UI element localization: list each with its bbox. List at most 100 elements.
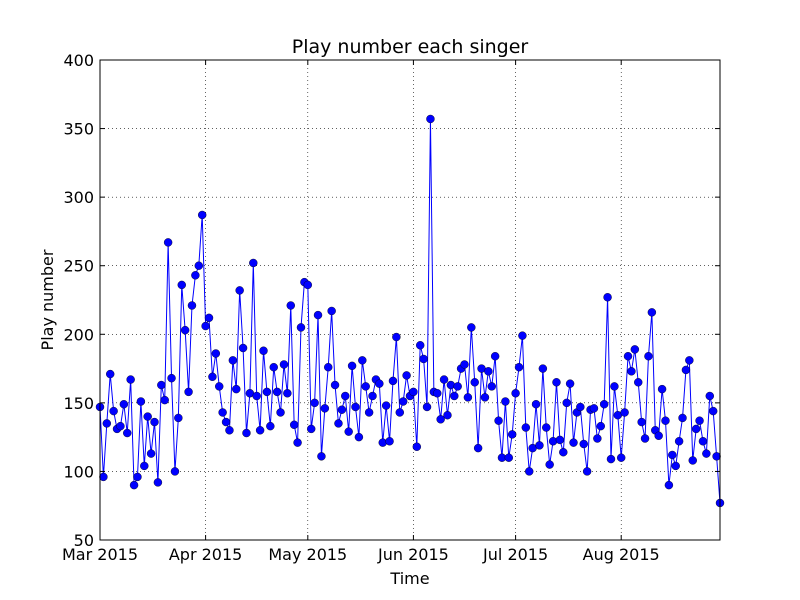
x-tick-label: May 2015 [268,545,347,564]
data-point [238,343,248,353]
plot-frame [99,59,721,541]
data-point [208,372,217,381]
data-point [249,258,258,268]
x-tick-label: Aug 2015 [583,545,660,564]
data-point [313,310,323,320]
y-tick-label: 200 [63,325,94,344]
data-point [140,461,149,471]
data-point [327,306,336,316]
data-point [242,428,251,438]
data-point [218,408,227,417]
data-point [378,438,387,447]
data-point [654,431,663,440]
y-tick-label: 350 [63,120,94,139]
data-point [555,435,565,445]
data-point [504,453,513,462]
data-point [133,472,142,482]
data-point [286,301,295,310]
data-point [596,421,605,431]
data-point [266,421,275,431]
data-point [163,238,173,247]
data-point [661,416,670,425]
data-point [123,428,132,438]
data-point [470,378,479,387]
data-point [606,454,616,464]
data-point [324,363,333,372]
data-point [136,397,146,406]
data-point [232,384,241,394]
data-point [279,360,289,369]
data-point [388,376,398,386]
data-point [330,380,340,390]
data-point [668,450,677,460]
data-point [576,402,585,412]
data-point [157,380,166,390]
data-point [126,375,135,384]
x-axis-label: Time [389,569,429,588]
data-point [439,375,449,384]
data-point [170,467,180,476]
data-point [521,423,531,432]
data-point [514,363,524,372]
data-point [712,452,721,461]
data-point [518,331,527,340]
data-point [283,389,292,398]
data-point [599,400,609,409]
data-point [545,460,554,469]
data-point [293,438,302,447]
data-point [402,371,411,380]
data-point [184,387,193,397]
data-point [634,378,643,387]
data-point [358,356,367,365]
data-point [674,437,684,446]
data-point [296,323,306,332]
data-point [630,345,640,354]
data-point [548,437,558,446]
y-tick-label: 50 [74,531,94,550]
data-point [695,416,704,425]
data-point [259,346,268,355]
data-point [221,417,231,427]
data-point [569,438,578,447]
data-point [467,323,476,332]
data-point [252,391,261,401]
y-tick-label: 100 [63,462,94,481]
data-point [303,280,312,290]
y-tick-label: 150 [63,394,94,413]
data-point [409,387,418,397]
data-point [480,393,490,402]
data-point [381,401,391,410]
data-point [644,352,653,361]
data-point [487,382,496,391]
data-point [617,453,626,462]
data-point [473,443,483,453]
data-point [443,411,452,420]
data-point [433,389,442,398]
data-point [708,406,718,416]
data-point [552,378,561,387]
data-point [490,352,500,361]
data-point [640,434,650,443]
data-point [463,393,473,402]
data-point [647,308,657,317]
data-point [307,424,316,434]
data-point [354,432,364,442]
data-point [664,480,674,490]
data-point [320,404,330,413]
data-point [426,114,435,124]
data-point [531,400,541,409]
data-point [395,408,404,417]
data-point [678,413,687,423]
data-point [579,439,588,449]
data-point [225,426,234,435]
data-point [422,402,432,412]
data-point [525,467,534,476]
data-point [508,430,517,439]
data-point [671,461,680,471]
data-point [99,472,108,482]
data-point [289,420,299,429]
data-point [262,387,272,397]
data-point [150,417,159,427]
